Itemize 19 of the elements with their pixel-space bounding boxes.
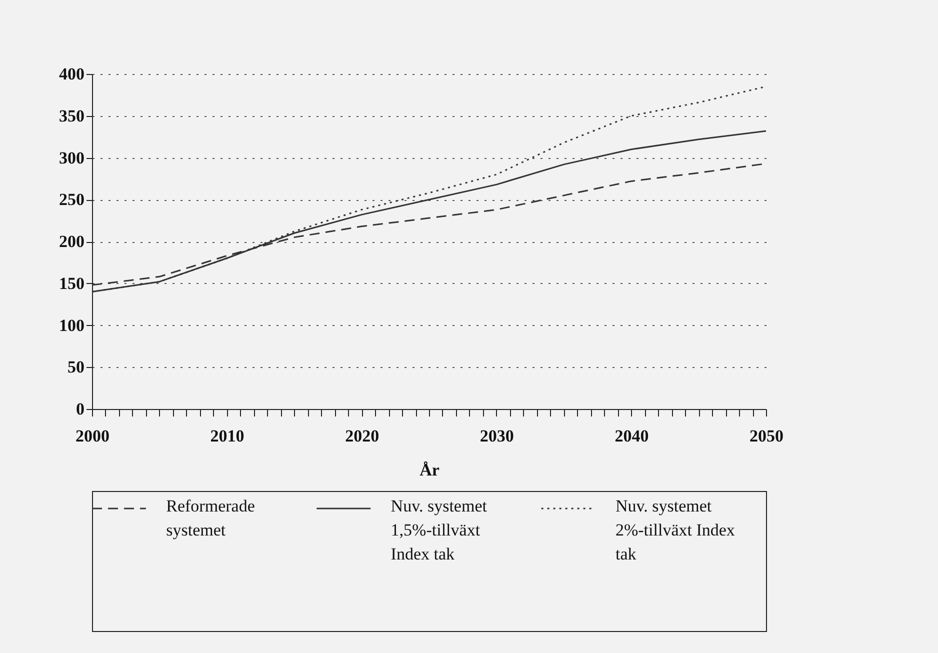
y-tick-label: 350 [59, 106, 84, 126]
y-tick-label: 400 [59, 64, 84, 84]
y-tick-label: 50 [68, 358, 84, 377]
x-tick-label: 2040 [614, 426, 649, 446]
x-tick-label: 2050 [750, 426, 784, 446]
x-tick-label: 2020 [345, 426, 380, 446]
legend-label: Reformerade systemet [166, 496, 255, 540]
x-tick-label: 2010 [210, 426, 244, 446]
x-tick-label: 2030 [480, 426, 514, 446]
y-tick-label: 250 [59, 190, 84, 210]
y-tick-label: 0 [76, 400, 84, 418]
x-tick-label: 2000 [76, 426, 110, 446]
legend-label: Nuv. systemet 2%-tillväxt Index tak [615, 496, 736, 564]
y-tick-label: 100 [59, 316, 84, 335]
legend-label: Nuv. systemet 1,5%-tillväxt Index tak [390, 496, 488, 564]
y-tick-label: 150 [59, 274, 84, 293]
y-tick-label: 300 [59, 148, 84, 168]
x-axis-title: År [420, 460, 440, 480]
y-tick-label: 200 [59, 232, 84, 251]
